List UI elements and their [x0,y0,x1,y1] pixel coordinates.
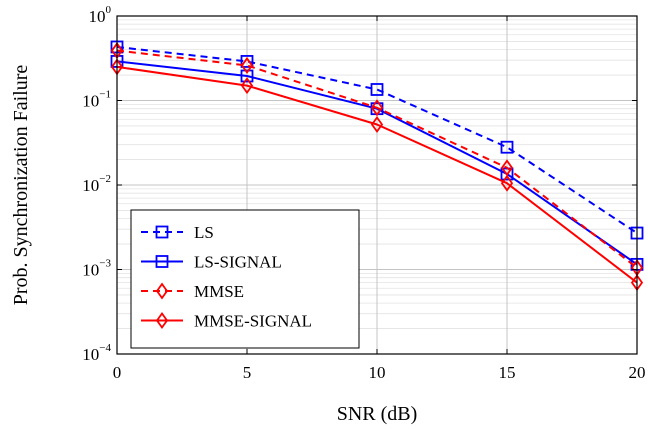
y-tick-label: 10−4 [82,342,111,364]
x-axis-label: SNR (dB) [337,403,418,425]
series-line-mmse [116,49,638,269]
y-tick-label: 100 [89,4,112,26]
legend-ls-signal-marker [155,255,169,268]
x-tick-label: 5 [243,363,252,382]
point-ls-signal-marker [240,69,254,83]
point-ls-marker [240,55,254,68]
series-ls [110,40,644,240]
legend-item-ls-signal: LS-SIGNAL [141,253,282,272]
x-tick-label: 10 [369,363,386,382]
series-line-mmse-signal [116,65,638,284]
point-ls-marker [370,83,384,96]
legend-label-mmse: MMSE [194,282,244,301]
y-axis-label: Prob. Synchronization Failure [10,65,32,306]
x-tick-label: 20 [629,363,646,382]
legend-item-mmse: MMSE [141,282,244,301]
legend: LS LS-SIGNAL MMSE MMSE-SIGNAL [130,209,360,349]
legend-ls-marker [155,225,169,239]
legend-item-mmse-signal: MMSE-SIGNAL [141,312,312,331]
point-mmse-signal-marker [370,115,384,134]
legend-label-ls: LS [194,223,214,242]
point-mmse-signal-marker [240,77,254,95]
y-tick-label: 10−1 [82,89,111,111]
point-mmse-marker [240,56,254,74]
tick-labels: 0 5 10 15 20 100 10−1 10−2 10−3 10−4 [82,4,645,382]
series-line-ls [116,45,638,234]
point-mmse-signal-marker [500,174,514,192]
point-ls-marker [500,140,514,154]
y-tick-label: 10−2 [82,173,111,195]
legend-label-mmse-signal: MMSE-SIGNAL [194,312,312,331]
legend-mmse-marker [155,282,169,300]
legend-item-ls: LS [141,223,214,242]
y-tick-label: 10−3 [82,258,111,280]
x-tick-label: 15 [499,363,516,382]
point-mmse-marker [370,99,384,117]
series-layer [110,40,644,292]
legend-label-ls-signal: LS-SIGNAL [194,253,282,272]
legend-mmse-signal-marker [155,311,169,330]
x-tick-label: 0 [113,363,122,382]
